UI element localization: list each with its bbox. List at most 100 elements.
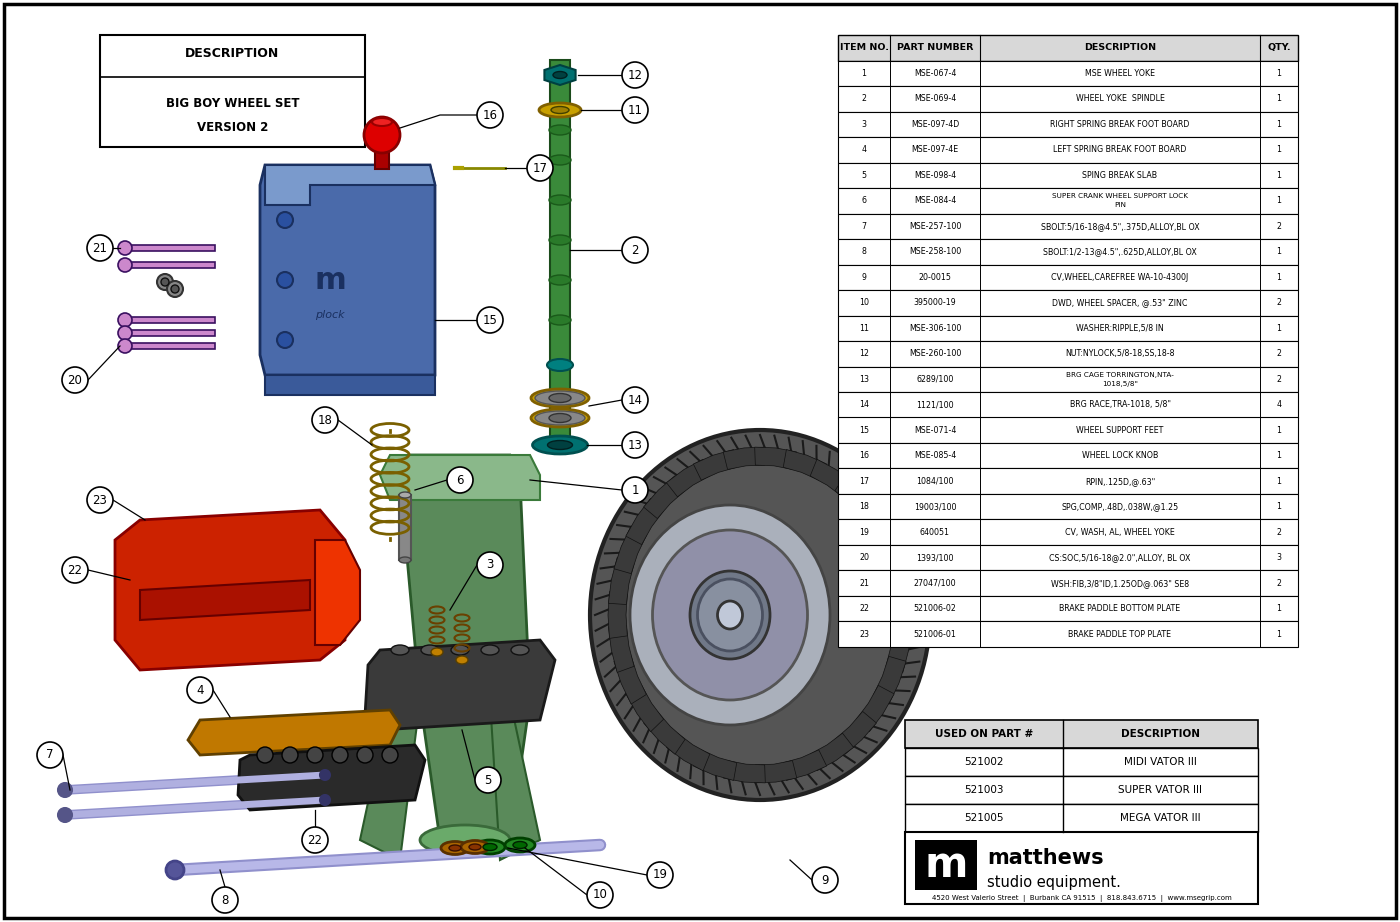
- Polygon shape: [874, 526, 906, 573]
- Text: m: m: [314, 266, 346, 294]
- Circle shape: [364, 117, 400, 153]
- Bar: [839, 367, 1298, 392]
- Text: MSE-098-4: MSE-098-4: [914, 171, 956, 180]
- Polygon shape: [755, 447, 797, 469]
- Ellipse shape: [549, 413, 571, 422]
- Text: PART NUMBER: PART NUMBER: [897, 43, 973, 53]
- Text: 18: 18: [318, 413, 332, 427]
- Bar: [904, 832, 1259, 904]
- Bar: [125, 245, 216, 251]
- Circle shape: [622, 62, 648, 88]
- Text: SBOLT:1/2-13@4.5",.625D,ALLOY,BL OX: SBOLT:1/2-13@4.5",.625D,ALLOY,BL OX: [1043, 247, 1197, 256]
- Bar: [375, 143, 389, 169]
- Circle shape: [281, 747, 298, 763]
- Ellipse shape: [532, 436, 588, 454]
- Circle shape: [622, 387, 648, 413]
- Text: 521006-02: 521006-02: [914, 604, 956, 613]
- Polygon shape: [260, 165, 435, 375]
- Polygon shape: [609, 625, 634, 672]
- Circle shape: [167, 861, 183, 879]
- Text: CV, WASH, AL, WHEEL YOKE: CV, WASH, AL, WHEEL YOKE: [1065, 527, 1175, 537]
- Polygon shape: [490, 700, 540, 860]
- Bar: [839, 188, 1298, 214]
- Circle shape: [36, 742, 63, 768]
- Text: 1: 1: [1277, 69, 1281, 77]
- Text: MSE-258-100: MSE-258-100: [909, 247, 962, 256]
- Polygon shape: [400, 455, 531, 845]
- Ellipse shape: [717, 601, 742, 629]
- Bar: [125, 330, 216, 336]
- Polygon shape: [666, 733, 710, 771]
- Bar: [839, 621, 1298, 647]
- Text: 7: 7: [46, 749, 53, 762]
- Polygon shape: [857, 685, 895, 732]
- Circle shape: [157, 274, 174, 290]
- Polygon shape: [893, 592, 911, 638]
- Text: SPG,COMP,.48D,.038W,@1.25: SPG,COMP,.48D,.038W,@1.25: [1061, 502, 1179, 512]
- Text: CV,WHEEL,CAREFREE WA-10-4300J: CV,WHEEL,CAREFREE WA-10-4300J: [1051, 273, 1189, 282]
- Polygon shape: [608, 592, 627, 638]
- Bar: [904, 804, 1259, 832]
- Ellipse shape: [539, 103, 581, 117]
- Bar: [839, 112, 1298, 137]
- Text: 14: 14: [627, 394, 643, 407]
- Polygon shape: [724, 761, 766, 783]
- Text: 2: 2: [1277, 527, 1281, 537]
- Text: 20-0015: 20-0015: [918, 273, 952, 282]
- Text: 12: 12: [860, 349, 869, 359]
- Ellipse shape: [549, 394, 571, 403]
- Ellipse shape: [630, 505, 830, 725]
- Polygon shape: [857, 498, 895, 545]
- Text: SBOLT:5/16-18@4.5",.375D,ALLOY,BL OX: SBOLT:5/16-18@4.5",.375D,ALLOY,BL OX: [1040, 222, 1200, 230]
- Circle shape: [188, 677, 213, 703]
- Bar: [839, 392, 1298, 418]
- Text: 1: 1: [1277, 502, 1281, 512]
- Text: 6289/100: 6289/100: [917, 374, 953, 384]
- Bar: [399, 495, 412, 560]
- Text: 3: 3: [486, 559, 494, 572]
- Circle shape: [587, 882, 613, 908]
- Text: SUPER VATOR III: SUPER VATOR III: [1119, 785, 1203, 795]
- Ellipse shape: [441, 842, 469, 855]
- Circle shape: [622, 237, 648, 263]
- Text: DESCRIPTION: DESCRIPTION: [185, 46, 280, 60]
- Text: 15: 15: [860, 426, 869, 435]
- Bar: [839, 239, 1298, 265]
- Polygon shape: [613, 656, 647, 704]
- Text: 1393/100: 1393/100: [916, 553, 953, 562]
- Polygon shape: [874, 656, 906, 704]
- Circle shape: [622, 432, 648, 458]
- Circle shape: [62, 367, 88, 393]
- Ellipse shape: [482, 645, 498, 655]
- Text: 20: 20: [860, 553, 869, 562]
- Text: MSE-071-4: MSE-071-4: [914, 426, 956, 435]
- Text: VERSION 2: VERSION 2: [197, 121, 269, 134]
- Text: BRG RACE,TRA-1018, 5/8": BRG RACE,TRA-1018, 5/8": [1070, 400, 1170, 409]
- Text: QTY.: QTY.: [1267, 43, 1291, 53]
- Text: 1: 1: [1277, 94, 1281, 103]
- Text: 17: 17: [860, 477, 869, 486]
- Ellipse shape: [547, 359, 573, 371]
- Text: 5: 5: [484, 774, 491, 786]
- Ellipse shape: [549, 195, 571, 205]
- Polygon shape: [783, 750, 826, 780]
- Circle shape: [477, 307, 503, 333]
- Text: BIG BOY WHEEL SET: BIG BOY WHEEL SET: [165, 97, 300, 110]
- Text: 7: 7: [861, 222, 867, 230]
- Text: 18: 18: [860, 502, 869, 512]
- Text: MSE-085-4: MSE-085-4: [914, 451, 956, 460]
- Circle shape: [312, 407, 337, 433]
- Text: BRG CAGE TORRINGTON,NTA-: BRG CAGE TORRINGTON,NTA-: [1065, 372, 1175, 378]
- Circle shape: [307, 747, 323, 763]
- Text: 23: 23: [860, 630, 869, 639]
- Polygon shape: [140, 580, 309, 620]
- Text: DESCRIPTION: DESCRIPTION: [1121, 729, 1200, 739]
- Polygon shape: [811, 733, 854, 771]
- Text: BRAKE PADDLE BOTTOM PLATE: BRAKE PADDLE BOTTOM PLATE: [1060, 604, 1180, 613]
- Text: 19: 19: [652, 869, 668, 881]
- Ellipse shape: [469, 844, 482, 850]
- Text: 10: 10: [592, 889, 608, 902]
- Circle shape: [87, 235, 113, 261]
- Ellipse shape: [552, 107, 568, 113]
- Text: 1: 1: [631, 483, 638, 497]
